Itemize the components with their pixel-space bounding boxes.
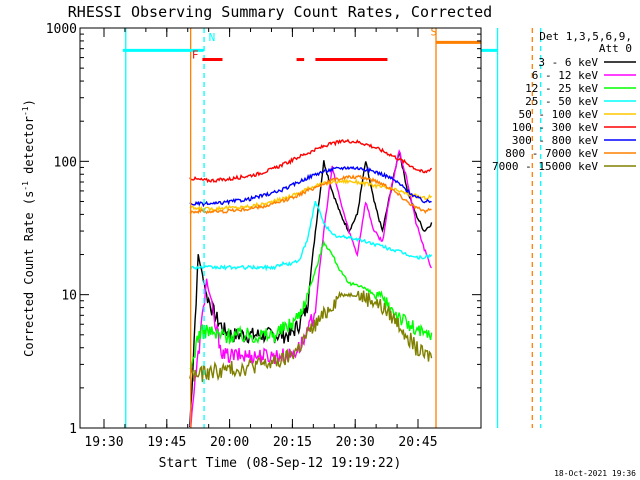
y-tick-label: 1000 bbox=[46, 22, 77, 37]
y-tick-label: 1 bbox=[69, 422, 77, 437]
y-axis-label-part: -1 bbox=[21, 106, 30, 116]
legend-entry-label: 100 - 300 keV bbox=[512, 121, 598, 134]
series-line bbox=[189, 165, 432, 208]
y-axis-label-part: detector bbox=[22, 116, 36, 181]
series-line bbox=[189, 151, 433, 428]
series-layer bbox=[189, 138, 433, 429]
footer-timestamp: 18-Oct-2021 19:36 bbox=[554, 469, 636, 478]
legend-entry-label: 3 - 6 keV bbox=[538, 56, 598, 69]
series-line bbox=[189, 174, 432, 215]
legend-entry-label: 25 - 50 keV bbox=[525, 95, 598, 108]
chart-title: RHESSI Observing Summary Count Rates, Co… bbox=[68, 3, 492, 21]
x-tick-label: 20:15 bbox=[273, 435, 312, 450]
flag-letter: S bbox=[431, 25, 438, 38]
y-tick-label: 100 bbox=[54, 155, 77, 170]
x-tick-label: 20:00 bbox=[210, 435, 249, 450]
x-tick-label: 19:45 bbox=[147, 435, 186, 450]
y-axis-label-part: ) bbox=[22, 99, 36, 106]
series-line bbox=[189, 239, 433, 370]
axis-layer: 1 10 100 1000 19:30 19:45 20:00 20:15 20:30 20:45 bbox=[46, 22, 481, 450]
legend-entry-label: 12 - 25 keV bbox=[525, 82, 598, 95]
plot-frame bbox=[79, 27, 482, 429]
flag-layer: FN S bbox=[122, 25, 542, 428]
legend-entry-label: 300 - 800 keV bbox=[512, 134, 598, 147]
legend-header: Det 1,3,5,6,9, bbox=[539, 30, 632, 43]
legend-header: Att 0 bbox=[599, 42, 632, 55]
y-tick-label: 10 bbox=[61, 289, 77, 304]
series-line bbox=[189, 138, 433, 184]
x-tick-label: 20:30 bbox=[336, 435, 375, 450]
y-axis-label: Corrected Count Rate (s-1 detector-1) bbox=[21, 99, 36, 357]
series-line bbox=[189, 201, 433, 272]
flag-letter: N bbox=[209, 31, 216, 44]
y-axis-label-part: Corrected Count Rate (s bbox=[22, 191, 36, 357]
x-axis-label: Start Time (08-Sep-12 19:19:22) bbox=[159, 456, 402, 471]
legend-entry-label: 800 - 7000 keV bbox=[505, 147, 598, 160]
legend-entry-label: 6 - 12 keV bbox=[532, 69, 599, 82]
y-axis-label-part: -1 bbox=[21, 181, 30, 191]
x-tick-label: 20:45 bbox=[398, 435, 437, 450]
legend-entry-label: 7000 - 15000 keV bbox=[492, 160, 598, 173]
series-line bbox=[189, 290, 433, 383]
flag-letter: F bbox=[192, 49, 199, 62]
series-line bbox=[189, 178, 433, 213]
legend-entry-label: 50 - 100 keV bbox=[519, 108, 599, 121]
x-tick-label: 19:30 bbox=[84, 435, 123, 450]
